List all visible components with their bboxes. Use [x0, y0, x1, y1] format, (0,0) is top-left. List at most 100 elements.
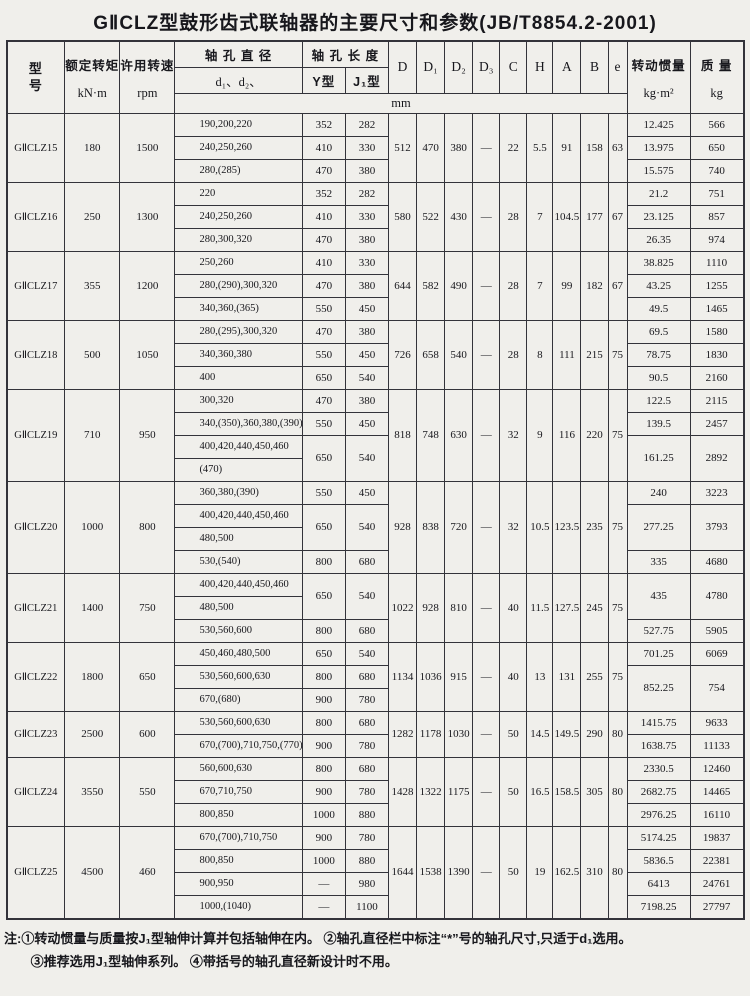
speed-cell: 1050	[119, 319, 176, 390]
col-header-dim-e: e	[607, 40, 628, 94]
dim-cell: 158.5	[552, 756, 582, 827]
dim-cell: 490	[444, 250, 474, 321]
dim-cell: 1644	[387, 825, 418, 919]
footnote-text: ①转动惯量与质量按J₁型轴伸计算并包括轴伸在内。 ②轴孔直径栏中标注“*”号的轴…	[21, 930, 632, 946]
y-length-cell: 1000	[301, 848, 346, 873]
dim-cell: 149.5	[552, 710, 582, 758]
speed-cell: 1300	[119, 181, 176, 252]
footnotes: 注: ①转动惯量与质量按J₁型轴伸计算并包括轴伸在内。 ②轴孔直径栏中标注“*”…	[4, 927, 746, 974]
mass-cell: 24761	[689, 871, 745, 896]
dim-cell: —	[472, 250, 501, 321]
speed-cell: 600	[119, 710, 176, 758]
y-length-cell: 900	[301, 825, 346, 850]
dim-cell: 512	[387, 112, 418, 183]
y-length-cell: 800	[301, 618, 346, 643]
mass-cell: 650	[689, 135, 745, 160]
j-length-cell: 450	[344, 480, 390, 505]
y-length-cell: 470	[301, 227, 346, 252]
inertia-cell: 13.975	[626, 135, 691, 160]
dim-cell: 215	[580, 319, 609, 390]
y-length-cell: 410	[301, 250, 346, 275]
dim-cell: 255	[580, 641, 609, 712]
j-length-cell: 980	[344, 871, 390, 896]
dim-cell: 1022	[387, 572, 418, 643]
dim-cell: 1175	[444, 756, 474, 827]
y-length-cell: 550	[301, 296, 346, 321]
dim-cell: 470	[416, 112, 446, 183]
dim-cell: —	[472, 319, 501, 390]
dim-cell: 818	[387, 388, 418, 482]
j-length-cell: 880	[344, 802, 390, 827]
inertia-cell: 2330.5	[626, 756, 691, 781]
footnote-text: ③推荐选用J₁型轴伸系列。 ④带括号的轴孔直径新设计时不用。	[30, 953, 398, 969]
dim-cell: 162.5	[552, 825, 582, 919]
table-row: (470)	[7, 457, 744, 482]
mass-cell: 2892	[689, 434, 745, 482]
dim-cell: —	[472, 181, 501, 252]
y-length-cell: 650	[301, 503, 346, 551]
dim-cell: 131	[552, 641, 582, 712]
j-length-cell: 450	[344, 411, 390, 436]
col-header-dim-H: H	[526, 40, 554, 94]
torque-cell: 250	[64, 181, 121, 252]
bore-diameter-sub-label: d₁、d₂、	[174, 66, 303, 94]
torque-cell: 710	[64, 388, 121, 482]
bore-diameter-cell: 280,(285)	[174, 158, 303, 183]
bore-diameter-cell: 670,(700),710,750,(770)	[174, 733, 303, 758]
dim-cell: 928	[416, 572, 446, 643]
j-length-cell: 380	[344, 319, 390, 344]
inertia-cell: 335	[626, 549, 691, 574]
mass-header-label: 质 量	[700, 59, 733, 74]
dim-cell: 915	[444, 641, 474, 712]
speed-cell: 750	[119, 572, 176, 643]
inertia-unit-label: kg·m²	[643, 86, 674, 101]
dim-cell: 28	[499, 250, 528, 321]
col-header-dim-B: B	[580, 40, 609, 94]
dim-cell: 123.5	[552, 480, 582, 574]
y-length-cell: 470	[301, 319, 346, 344]
dim-cell: 80	[607, 710, 628, 758]
dim-cell: 75	[607, 641, 628, 712]
bore-diameter-cell: 360,380,(390)	[174, 480, 303, 505]
dim-cell: 522	[416, 181, 446, 252]
table-row: 1000,(1040) —1100 7198.25 27797	[7, 894, 745, 919]
mass-unit-label: kg	[710, 86, 723, 101]
y-type-header: Y型	[301, 66, 346, 94]
bore-diameter-cell: 530,560,600,630	[174, 664, 303, 689]
j-length-cell: 380	[344, 273, 390, 298]
dim-cell: 14.5	[526, 710, 554, 758]
bore-diameter-cell: 280,(295),300,320	[174, 319, 303, 344]
dim-cell: 182	[580, 250, 609, 321]
dim-cell: 104.5	[552, 181, 582, 252]
dim-cell: 50	[499, 756, 528, 827]
dim-cell: 50	[499, 710, 528, 758]
table-row: 900,950—980 6413 24761	[7, 871, 745, 896]
bore-diameter-cell: 340,360,(365)	[174, 296, 303, 321]
inertia-cell: 435	[626, 572, 691, 620]
inertia-cell: 6413	[626, 871, 691, 896]
dim-cell: —	[472, 825, 501, 919]
col-header-mass: 质 量 kg	[689, 40, 745, 114]
col-header-torque: 额定转矩 kN·m	[64, 40, 121, 114]
y-length-cell: 550	[301, 411, 346, 436]
dim-cell: 158	[580, 112, 609, 183]
dim-cell: 67	[607, 181, 628, 252]
mass-cell: 19837	[689, 825, 745, 850]
dim-cell: 32	[499, 480, 528, 574]
y-length-cell: 800	[301, 710, 346, 735]
bore-diameter-cell: 190,200,220	[174, 112, 303, 137]
dim-cell: 75	[607, 388, 628, 482]
j-length-cell: 540	[344, 434, 390, 482]
torque-cell: 4500	[64, 825, 121, 919]
j-type-header: J₁型	[344, 66, 390, 94]
model-cell: GⅡCLZ23	[5, 710, 66, 758]
model-cell: GⅡCLZ15	[5, 112, 66, 183]
bore-diameter-cell: 670,(700),710,750	[174, 825, 303, 850]
j-length-cell: 540	[344, 365, 390, 390]
dim-cell: 726	[387, 319, 418, 390]
table-header: 型号 额定转矩 kN·m 许用转速 rpm 轴 孔 直 径 轴 孔 长 度 D …	[5, 40, 745, 114]
inertia-cell: 90.5	[626, 365, 691, 390]
j-length-cell: 330	[344, 204, 390, 229]
bore-diameter-cell: 450,460,480,500	[174, 641, 303, 666]
inertia-cell: 23.125	[626, 204, 691, 229]
